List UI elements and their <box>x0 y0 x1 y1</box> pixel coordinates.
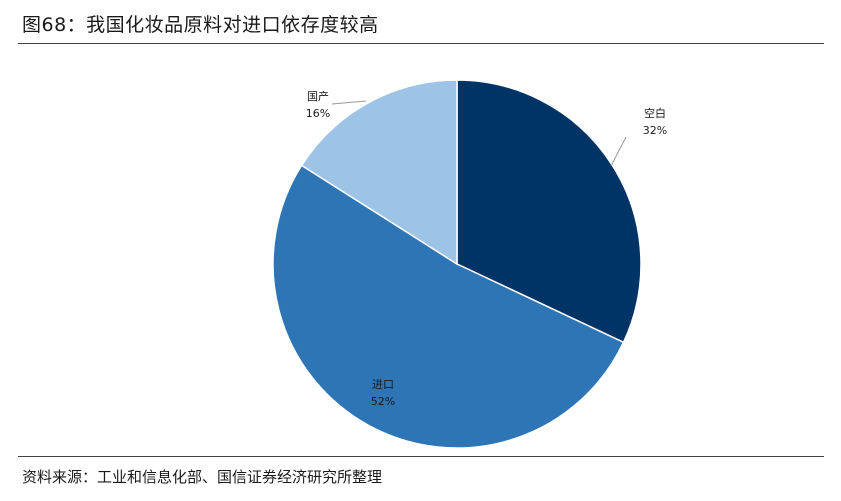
pie-slices <box>272 79 642 449</box>
leader-line <box>610 136 627 167</box>
leader-line <box>331 100 367 105</box>
slice-name-label: 国产 <box>307 89 329 103</box>
slice-value-label: 52% <box>371 395 395 408</box>
slice-value-label: 32% <box>643 124 667 137</box>
slice-name-label: 空白 <box>644 106 666 120</box>
source-divider <box>18 456 824 457</box>
leader-lines <box>331 100 627 167</box>
chart-title: 图68：我国化妆品原料对进口依存度较高 <box>22 14 379 36</box>
pie-slice <box>272 164 625 449</box>
pie-slice <box>456 79 642 344</box>
source-note: 资料来源：工业和信息化部、国信证券经济研究所整理 <box>22 468 383 486</box>
slice-name-label: 进口 <box>372 378 394 391</box>
slice-labels: 空白 32% 进口 52% 国产 16% <box>306 89 667 408</box>
title-divider <box>18 43 824 44</box>
pie-slice <box>300 79 458 266</box>
slice-value-label: 16% <box>306 107 330 120</box>
